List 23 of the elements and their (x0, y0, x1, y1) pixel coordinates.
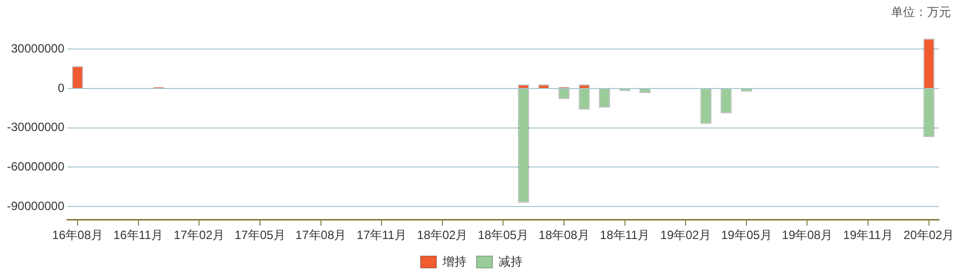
x-tick-label: 16年08月 (52, 228, 103, 242)
legend-label: 减持 (498, 254, 522, 268)
y-tick-label: -90000000 (6, 198, 65, 213)
x-tick-label: 18年02月 (417, 228, 468, 242)
y-tick-label: -30000000 (6, 120, 65, 134)
y-tick-label: 0 (58, 80, 65, 95)
y-tick-label: -60000000 (6, 159, 65, 174)
x-tick-label: 17年08月 (295, 228, 346, 242)
x-tick-label: 18年11月 (600, 228, 650, 242)
x-tick-label: 19年08月 (782, 228, 833, 242)
x-tick-label: 17年02月 (174, 228, 224, 242)
x-tick-label: 19年05月 (721, 228, 772, 242)
text: 单位：万元 (891, 4, 951, 21)
x-tick-label: 18年05月 (478, 228, 529, 242)
x-tick-label: 16年11月 (113, 228, 164, 242)
x-tick-label: 17年05月 (234, 228, 286, 242)
x-tick-label: 20年02月 (904, 228, 954, 242)
x-tick-label: 19年11月 (843, 228, 893, 242)
x-tick-label: 17年11月 (356, 228, 406, 242)
legend-label: 增持 (442, 254, 466, 268)
x-tick-label: 18年08月 (538, 228, 590, 242)
y-tick-label: 30000000 (10, 41, 65, 56)
x-tick-label: 19年02月 (660, 228, 711, 242)
